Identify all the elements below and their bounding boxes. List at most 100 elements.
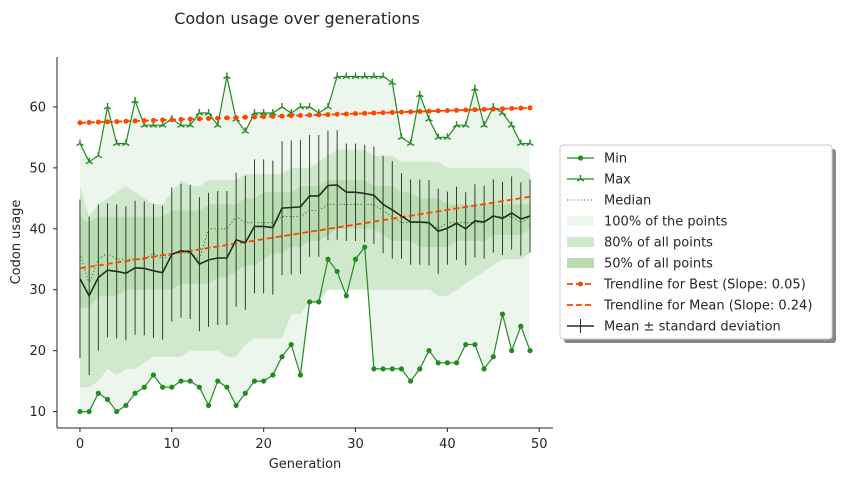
- legend-label: 100% of the points: [604, 215, 728, 230]
- trendline-best-point: [408, 109, 414, 115]
- min-point: [362, 244, 368, 250]
- y-tick-labels: 10 20 30 40 50 60: [29, 100, 57, 420]
- max-point: [259, 109, 268, 116]
- max-point: [388, 78, 397, 86]
- trendline-best-point: [206, 116, 212, 122]
- min-point: [389, 366, 395, 372]
- trendline-best-point: [316, 112, 322, 118]
- legend-label: 50% of all points: [604, 257, 713, 272]
- max-point: [76, 139, 84, 147]
- max-point: [351, 72, 360, 80]
- max-point: [507, 121, 516, 128]
- trendline-best-point: [261, 114, 267, 120]
- min-point: [169, 384, 175, 390]
- min-point: [316, 299, 322, 305]
- min-point: [463, 341, 469, 348]
- max-point: [103, 102, 112, 110]
- max-point: [296, 102, 305, 110]
- y-tick-label: 10: [29, 405, 46, 420]
- trendline-best-point: [270, 113, 276, 119]
- legend-box: [559, 144, 833, 340]
- max-point: [517, 139, 525, 147]
- trendline-best-point: [279, 113, 285, 119]
- trendline-best-point: [242, 114, 248, 120]
- min-point: [453, 360, 460, 366]
- trendline-best-point: [371, 110, 377, 116]
- legend-item: Trendline for Mean (Slope: 0.24): [567, 299, 812, 314]
- min-point: [334, 268, 340, 275]
- x-tick-label: 30: [347, 437, 364, 452]
- min-point: [233, 402, 239, 409]
- min-point: [325, 256, 331, 262]
- max-point: [443, 133, 452, 141]
- min-point: [306, 299, 313, 305]
- min-point: [288, 341, 294, 348]
- legend-item: Min: [567, 152, 627, 167]
- min-point: [472, 341, 478, 348]
- legend-label: Max: [604, 173, 631, 188]
- min-point: [297, 372, 304, 378]
- max-point: [452, 121, 461, 128]
- legend-item: 100% of the points: [567, 215, 728, 230]
- max-point: [112, 139, 121, 147]
- trendline-best-point: [454, 107, 460, 113]
- trendline-best-point: [178, 116, 184, 122]
- legend: Min Max Median 100% of the points 80% of all…: [559, 144, 836, 343]
- max-point: [269, 109, 277, 116]
- x-tick-labels: 0 10 20 30 40 50: [76, 428, 547, 452]
- legend-label: 80% of all points: [604, 236, 713, 251]
- trendline-best-point: [215, 115, 221, 121]
- trendline-best-point: [150, 117, 156, 123]
- trendline-best-point: [95, 119, 101, 125]
- min-point: [509, 348, 515, 354]
- trendline-best-point: [490, 106, 496, 112]
- trendline-best-point: [481, 106, 487, 112]
- min-point: [178, 378, 184, 384]
- min-point: [490, 354, 496, 360]
- y-tick-label: 60: [29, 100, 46, 115]
- min-point: [114, 408, 120, 415]
- trendline-best-point: [343, 111, 349, 117]
- trendline-best-point: [435, 108, 441, 114]
- y-axis-label: Codon usage: [9, 200, 24, 285]
- legend-item: 80% of all points: [567, 236, 713, 251]
- trendline-best-point: [389, 109, 395, 115]
- max-point: [324, 102, 332, 110]
- max-point: [397, 133, 406, 141]
- min-point: [371, 366, 377, 372]
- min-point: [205, 402, 212, 409]
- min-point: [141, 384, 147, 390]
- max-point: [223, 72, 231, 80]
- trendline-best-point: [187, 116, 193, 122]
- legend-item: 50% of all points: [567, 257, 713, 272]
- y-tick-label: 50: [29, 161, 46, 176]
- max-point: [213, 121, 222, 128]
- min-point: [251, 378, 258, 384]
- x-tick-label: 40: [439, 437, 456, 452]
- min-point: [435, 360, 441, 366]
- trendline-best-point: [527, 105, 533, 111]
- y-tick-label: 20: [29, 344, 46, 359]
- legend-swatch-band80: [567, 237, 594, 247]
- legend-item: Mean ± standard deviation: [567, 319, 781, 335]
- legend-label: Trendline for Mean (Slope: 0.24): [603, 299, 812, 314]
- series-markers: [76, 72, 534, 415]
- legend-label: Min: [604, 152, 627, 167]
- median-line: [79, 203, 531, 286]
- trendline-best-point: [463, 107, 469, 113]
- max-line: [79, 75, 530, 163]
- trendline-best-point: [114, 119, 120, 125]
- min-point: [132, 390, 138, 396]
- min-point: [86, 408, 92, 415]
- trendline-mean: [79, 195, 531, 270]
- x-tick-label: 0: [76, 437, 84, 452]
- legend-swatch-band50: [567, 258, 594, 268]
- trendline-best-point: [141, 118, 147, 124]
- mean-line: [79, 184, 531, 298]
- max-point: [379, 72, 387, 80]
- trendline-best-point: [196, 116, 202, 122]
- legend-item: Median: [567, 194, 651, 209]
- min-point: [215, 378, 221, 384]
- x-axis-label: Generation: [269, 457, 342, 472]
